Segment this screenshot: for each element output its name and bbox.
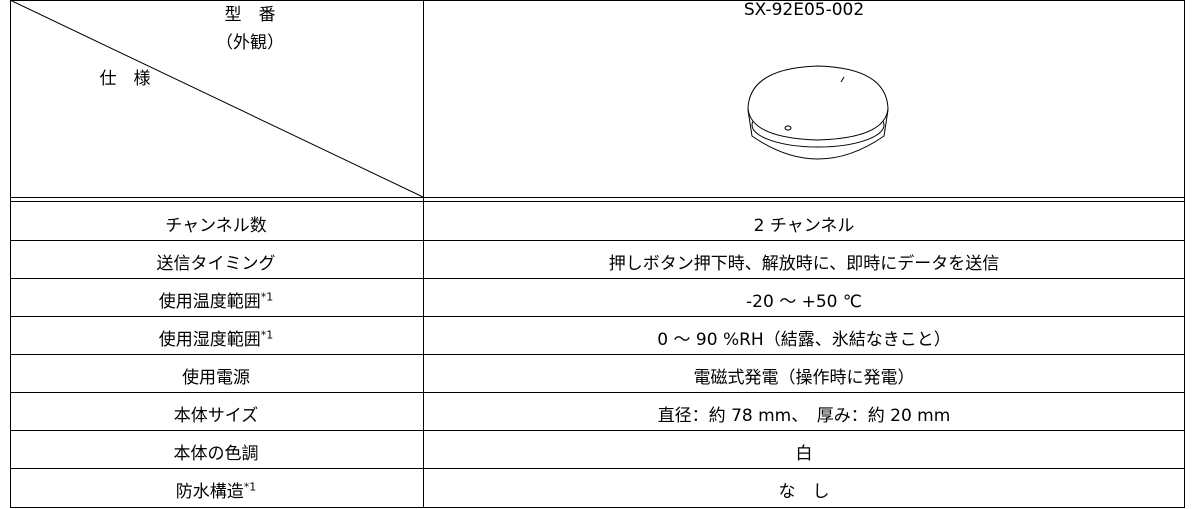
spec-name-text: 本体サイズ	[173, 406, 259, 426]
spec-value: 0 ～ 90 %RH（結露、氷結なきこと）	[657, 330, 951, 350]
footnote-mark: *1	[243, 480, 257, 494]
spec-value: な し	[778, 482, 830, 502]
spec-name: 本体サイズ	[174, 401, 259, 426]
model-number: SX-92E05-002	[743, 0, 865, 20]
spec-name-text: 使用温度範囲	[158, 292, 261, 312]
spec-name: 送信タイミング	[157, 249, 276, 274]
model-label: 型 番	[224, 5, 276, 25]
spec-value: 直径：約 78 mm、 厚み：約 20 mm	[657, 406, 951, 426]
spec-name: 使用電源	[182, 363, 250, 388]
spec-name: 使用湿度範囲*1	[159, 325, 274, 350]
footnote-mark: *1	[260, 290, 274, 304]
spec-value: 白	[795, 444, 813, 464]
spec-name: 本体の色調	[174, 439, 259, 464]
spec-name-text: 使用湿度範囲	[158, 330, 261, 350]
device-illustration	[747, 65, 889, 160]
spec-name-text: 本体の色調	[173, 444, 259, 464]
spec-label: 仕 様	[99, 69, 151, 89]
spec-name-text: 防水構造	[175, 482, 244, 502]
spec-value: 2 チャンネル	[753, 216, 855, 236]
spec-value: 押しボタン押下時、解放時に、即時にデータを送信	[608, 254, 1000, 274]
spec-name: チャンネル数	[165, 211, 267, 236]
spec-name: 防水構造*1	[176, 477, 257, 502]
spec-value: -20 ～ +50 ℃	[746, 292, 862, 312]
spec-name-text: 送信タイミング	[156, 254, 276, 274]
spec-value: 電磁式発電（操作時に発電）	[693, 368, 915, 388]
spec-name-text: チャンネル数	[165, 216, 267, 236]
spec-name: 使用温度範囲*1	[159, 287, 274, 312]
spec-name-text: 使用電源	[182, 368, 250, 388]
footnote-mark: *1	[260, 328, 274, 342]
appearance-label: （外観）	[216, 33, 284, 53]
